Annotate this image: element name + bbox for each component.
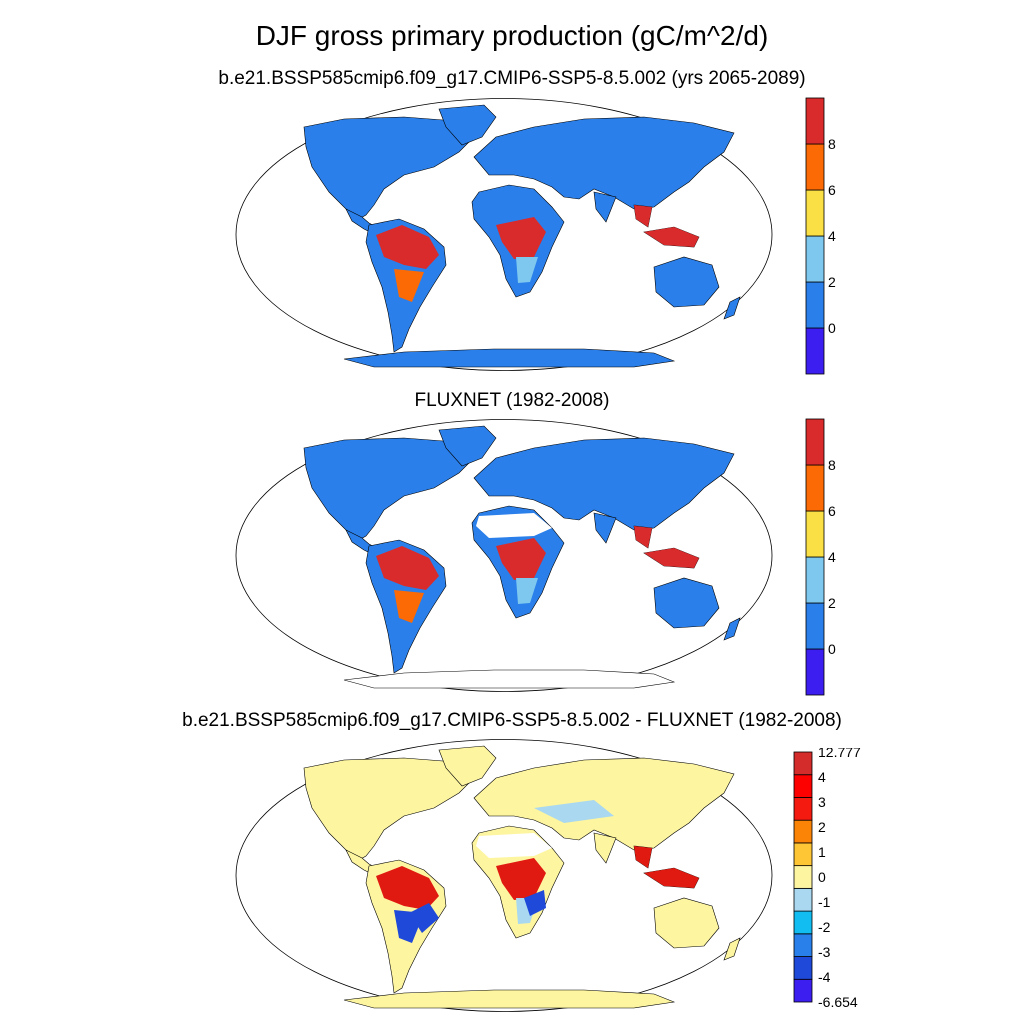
map3-sahara-region [476, 833, 552, 858]
map2-eurasia [473, 437, 735, 531]
map2-greenland [438, 425, 497, 467]
cb1-tick-label: 4 [828, 228, 836, 244]
map1-seasia-region [634, 205, 652, 227]
map3-greenland [438, 745, 497, 787]
map-fluxnet-gpp [235, 419, 773, 692]
colorbar-difference: 12.777 4 3 2 1 0 -1 -2 -3 -4 -6.654 [793, 748, 861, 1010]
map2-southamerica-region [394, 590, 424, 623]
cb2-tick-label: 0 [828, 641, 836, 657]
map1-southern-africa-region [516, 257, 538, 283]
cb3-tick-label: 1 [818, 844, 826, 860]
map1-antarctica [343, 348, 676, 368]
map2-seasia-region [634, 526, 652, 548]
cb1-swatch-0 [805, 327, 825, 375]
map2-central-africa-region [496, 538, 546, 580]
cb3-swatch-4 [793, 887, 813, 912]
figure-title: DJF gross primary production (gC/m^2/d) [255, 20, 769, 51]
cb3-tick-label: 12.777 [818, 748, 861, 760]
map1-central-africa-region [496, 217, 546, 259]
cb1-swatch-2 [805, 235, 825, 283]
map2-southern-africa-region [516, 578, 538, 604]
cb3-tick-label: 2 [818, 819, 826, 835]
map3-central-africa-region [496, 858, 546, 900]
cb2-tick-label: 8 [828, 457, 836, 473]
cb3-swatch-0 [793, 978, 813, 1003]
map3-africa-negative [524, 890, 546, 916]
map2-nz [723, 617, 741, 641]
map3-australia [653, 897, 720, 949]
cb2-tick-label: 4 [828, 549, 836, 565]
cb3-swatch-2 [793, 933, 813, 957]
colorbar-model: 0 2 4 6 8 [805, 97, 836, 375]
map1-amazon-region [376, 225, 439, 269]
panel-3-subtitle: b.e21.BSSP585cmip6.f09_g17.CMIP6-SSP5-8.… [182, 710, 842, 731]
map2-antarctica [343, 669, 676, 689]
cb3-tick-label: -2 [818, 919, 831, 935]
cb2-swatch-0 [805, 648, 825, 696]
map2-sahara-region [476, 513, 552, 538]
map3-india [593, 832, 617, 864]
map-difference-gpp [235, 739, 773, 1012]
cb2-swatch-5 [805, 418, 825, 466]
cb2-tick-label: 6 [828, 503, 836, 519]
panel-2-subtitle: FLUXNET (1982-2008) [414, 390, 610, 411]
map1-india [593, 191, 617, 223]
map2-amazon-region [376, 546, 439, 590]
cb3-tick-label: 0 [818, 869, 826, 885]
map1-greenland [438, 104, 497, 146]
map1-eurasia [473, 116, 735, 210]
cb3-swatch-10 [793, 751, 813, 776]
cb3-swatch-6 [793, 842, 813, 867]
map2-india [593, 512, 617, 544]
cb1-tick-label: 8 [828, 136, 836, 152]
map-model-gpp [235, 98, 773, 371]
map3-asia-light [534, 800, 614, 823]
panel-1-subtitle: b.e21.BSSP585cmip6.f09_g17.CMIP6-SSP5-8.… [218, 68, 806, 89]
map1-southamerica-region [394, 269, 424, 302]
map2-indonesia-region [644, 548, 699, 568]
cb2-tick-label: 2 [828, 595, 836, 611]
cb3-swatch-7 [793, 819, 813, 844]
map1-australia [653, 256, 720, 308]
cb2-swatch-2 [805, 556, 825, 604]
cb3-tick-label: -3 [818, 944, 831, 960]
cb3-swatch-9 [793, 774, 813, 798]
cb1-swatch-5 [805, 97, 825, 145]
cb3-tick-label: -6.654 [818, 994, 858, 1010]
cb2-swatch-1 [805, 602, 825, 650]
map3-antarctica [343, 989, 676, 1009]
map3-eurasia [473, 757, 735, 851]
cb3-swatch-1 [793, 956, 813, 980]
map1-indonesia-region [644, 227, 699, 247]
cb2-swatch-3 [805, 510, 825, 558]
cb1-swatch-3 [805, 189, 825, 237]
map1-nz [723, 296, 741, 320]
cb3-swatch-5 [793, 865, 813, 889]
map3-seasia-region [634, 846, 652, 868]
map3-brazil-negative [409, 903, 439, 933]
cb3-tick-label: -1 [818, 894, 831, 910]
map3-nz [723, 937, 741, 961]
colorbar-fluxnet: 0 2 4 6 8 [805, 418, 836, 696]
cb1-tick-label: 0 [828, 320, 836, 336]
cb1-swatch-4 [805, 143, 825, 191]
map3-amazon-region [376, 866, 439, 910]
cb2-swatch-4 [805, 464, 825, 512]
cb3-swatch-3 [793, 910, 813, 935]
cb1-tick-label: 6 [828, 182, 836, 198]
cb3-tick-label: 3 [818, 794, 826, 810]
cb3-swatch-8 [793, 797, 813, 821]
cb3-tick-label: 4 [818, 769, 826, 785]
cb1-swatch-1 [805, 281, 825, 329]
cb3-tick-label: -4 [818, 969, 831, 985]
map3-indonesia-region [644, 868, 699, 888]
map2-australia [653, 577, 720, 629]
cb1-tick-label: 2 [828, 274, 836, 290]
